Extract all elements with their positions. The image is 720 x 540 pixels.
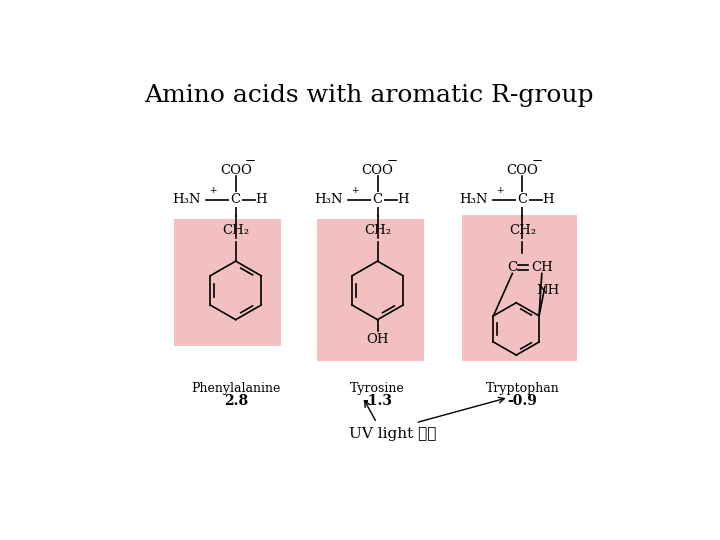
Text: H: H	[397, 193, 409, 206]
Text: C: C	[372, 193, 382, 206]
Text: CH: CH	[531, 261, 553, 274]
Text: OH: OH	[366, 333, 389, 346]
Text: CH₂: CH₂	[364, 224, 391, 237]
Text: CH₂: CH₂	[222, 224, 249, 237]
Text: −: −	[245, 154, 256, 167]
FancyBboxPatch shape	[462, 215, 577, 361]
Text: Tyrosine: Tyrosine	[350, 382, 405, 395]
Text: H₃N: H₃N	[314, 193, 343, 206]
Text: UV light 흡수: UV light 흡수	[348, 427, 436, 441]
Text: Phenylalanine: Phenylalanine	[191, 382, 280, 395]
Text: 2.8: 2.8	[224, 394, 248, 408]
Text: Tryptophan: Tryptophan	[485, 382, 559, 395]
Text: −: −	[387, 154, 398, 167]
Text: -1.3: -1.3	[363, 394, 392, 408]
Text: COO: COO	[361, 164, 393, 177]
Text: +: +	[351, 186, 359, 195]
Text: CH₂: CH₂	[509, 224, 536, 237]
Text: NH: NH	[536, 284, 559, 297]
Text: Amino acids with aromatic R-group: Amino acids with aromatic R-group	[144, 84, 594, 107]
Text: -0.9: -0.9	[508, 394, 537, 408]
Text: H: H	[256, 193, 267, 206]
Text: H₃N: H₃N	[172, 193, 201, 206]
Text: COO: COO	[506, 164, 539, 177]
Text: −: −	[531, 154, 543, 167]
FancyBboxPatch shape	[317, 219, 424, 361]
Text: H: H	[542, 193, 554, 206]
FancyBboxPatch shape	[174, 219, 281, 346]
Text: C: C	[508, 261, 518, 274]
Text: C: C	[518, 193, 528, 206]
Text: COO: COO	[220, 164, 251, 177]
Text: +: +	[496, 186, 504, 195]
Text: H₃N: H₃N	[459, 193, 487, 206]
Text: C: C	[230, 193, 240, 206]
Text: +: +	[210, 186, 217, 195]
